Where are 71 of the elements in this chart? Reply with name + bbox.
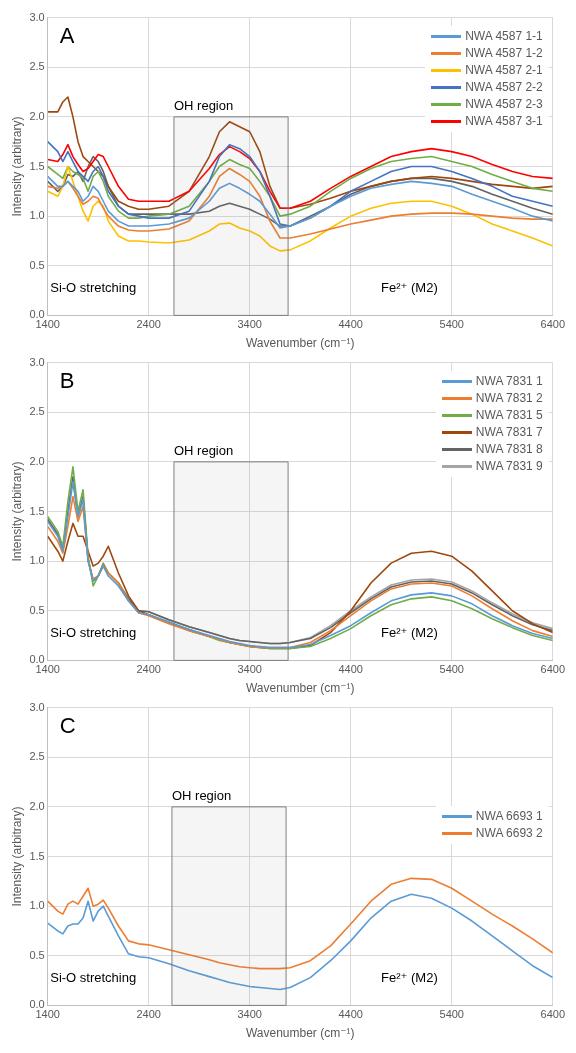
band-label: OH region [173,442,234,458]
y-tick-label: 1.5 [29,504,45,517]
x-tick-label: 3400 [237,663,262,676]
x-axis-title: Wavenumber (cm⁻¹) [245,336,355,351]
y-tick-label: 0.5 [29,603,45,616]
annotation: Si-O stretching [50,279,137,295]
chart-title: C [59,712,76,738]
annotation: Si-O stretching [50,624,137,640]
annotation: Fe²⁺ (M2) [381,624,438,640]
legend-label: NWA 4587 2-2 [465,80,543,95]
legend-label: NWA 4587 1-1 [465,29,543,44]
y-tick-label: 2.5 [29,60,45,73]
x-tick-label: 4400 [338,663,363,676]
y-axis-title: Intensity (arbitrary) [9,461,24,562]
legend-label: NWA 6693 2 [475,826,543,841]
chart-title: B [59,367,75,393]
y-tick-label: 2.0 [29,109,45,122]
y-tick-label: 3.0 [29,355,45,368]
legend-label: NWA 7831 5 [475,408,543,423]
y-tick-label: 0.0 [29,653,45,666]
y-tick-label: 2.0 [29,799,45,812]
x-tick-label: 5400 [439,1008,464,1021]
x-tick-label: 6400 [540,663,566,676]
annotation: Fe²⁺ (M2) [381,969,438,985]
y-axis-title: Intensity (arbitrary) [9,806,24,907]
x-axis-title: Wavenumber (cm⁻¹) [245,681,355,696]
annotation: Fe²⁺ (M2) [381,279,438,295]
y-tick-label: 2.5 [29,750,45,763]
legend-label: NWA 7831 1 [475,374,543,389]
legend-label: NWA 4587 3-1 [465,114,543,129]
annotation: Si-O stretching [50,969,137,985]
y-tick-label: 3.0 [29,10,45,23]
y-tick-label: 3.0 [29,700,45,713]
x-tick-label: 4400 [338,1008,363,1021]
y-tick-label: 0.5 [29,258,45,271]
y-tick-label: 1.5 [29,849,45,862]
legend-label: NWA 7831 8 [475,442,543,457]
x-tick-label: 1400 [35,663,60,676]
band-label: OH region [173,97,234,113]
x-tick-label: 5400 [439,318,464,331]
y-tick-label: 2.0 [29,454,45,467]
x-tick-label: 4400 [338,318,363,331]
x-tick-label: 6400 [540,318,566,331]
legend-label: NWA 4587 2-1 [465,63,543,78]
legend-label: NWA 4587 2-3 [465,97,543,112]
x-tick-label: 1400 [35,1008,60,1021]
x-tick-label: 1400 [35,318,60,331]
y-tick-label: 0.0 [29,998,45,1011]
chart-title: A [59,22,75,48]
x-tick-label: 6400 [540,1008,566,1021]
y-tick-label: 1.5 [29,159,45,172]
band-label: OH region [171,787,232,803]
legend-label: NWA 4587 1-2 [465,46,543,61]
y-tick-label: 1.0 [29,554,45,567]
legend-label: NWA 6693 1 [475,809,543,824]
x-axis-title: Wavenumber (cm⁻¹) [245,1026,355,1041]
y-tick-label: 0.0 [29,308,45,321]
y-tick-label: 2.5 [29,405,45,418]
legend-label: NWA 7831 7 [475,425,543,440]
y-tick-label: 1.0 [29,209,45,222]
x-tick-label: 2400 [136,318,161,331]
x-tick-label: 5400 [439,663,464,676]
x-tick-label: 3400 [237,1008,262,1021]
legend-label: NWA 7831 2 [475,391,543,406]
y-tick-label: 1.0 [29,899,45,912]
x-tick-label: 3400 [237,318,262,331]
x-tick-label: 2400 [136,1008,161,1021]
legend-label: NWA 7831 9 [475,459,543,474]
y-axis-title: Intensity (arbitrary) [9,116,24,217]
x-tick-label: 2400 [136,663,161,676]
y-tick-label: 0.5 [29,948,45,961]
